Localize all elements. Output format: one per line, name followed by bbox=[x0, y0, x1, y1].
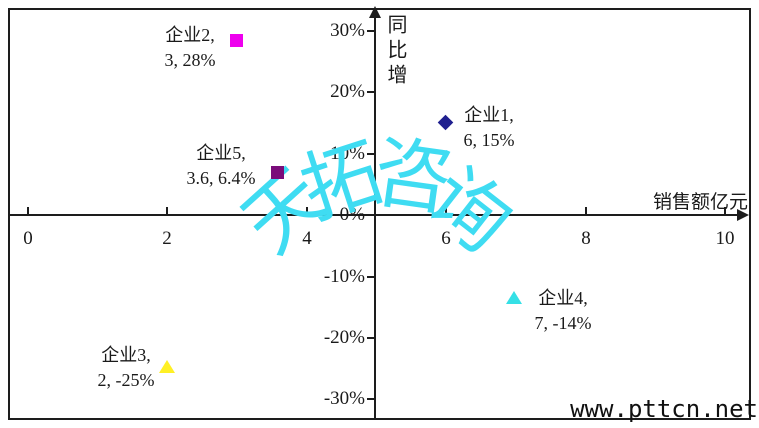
point-label-value: 3.6, 6.4% bbox=[186, 168, 256, 188]
point-label-value: 2, -25% bbox=[97, 370, 155, 390]
point-label-enterprise-1: 企业1, 6, 15% bbox=[429, 103, 549, 153]
x-tick-label: 10 bbox=[715, 228, 735, 249]
x-axis-line bbox=[8, 214, 739, 216]
y-axis-title: 同比增 bbox=[384, 14, 406, 89]
point-label-name: 企业2, bbox=[165, 25, 215, 45]
marker-enterprise-4 bbox=[506, 291, 522, 304]
marker-enterprise-5 bbox=[271, 166, 284, 179]
y-tick-label: 20% bbox=[330, 81, 365, 102]
x-tick-label: 2 bbox=[162, 228, 172, 249]
y-tick bbox=[367, 153, 375, 155]
point-label-enterprise-3: 企业3, 2, -25% bbox=[66, 343, 186, 393]
y-tick bbox=[367, 398, 375, 400]
x-tick bbox=[306, 207, 308, 215]
x-tick-label: 4 bbox=[302, 228, 312, 249]
y-tick-label: -20% bbox=[323, 327, 365, 348]
y-tick bbox=[367, 30, 375, 32]
y-tick-label: -30% bbox=[323, 388, 365, 409]
footer-site-url: www.pttcn.net bbox=[570, 395, 758, 423]
point-label-enterprise-4: 企业4, 7, -14% bbox=[498, 286, 628, 336]
x-tick-label: 6 bbox=[441, 228, 451, 249]
x-tick-label: 8 bbox=[581, 228, 591, 249]
point-label-name: 企业1, bbox=[464, 105, 514, 125]
x-tick bbox=[724, 207, 726, 215]
x-tick bbox=[27, 207, 29, 215]
y-axis-line bbox=[374, 16, 376, 420]
y-tick bbox=[367, 91, 375, 93]
y-tick bbox=[367, 337, 375, 339]
y-tick-label: 0% bbox=[339, 204, 365, 225]
point-label-enterprise-2: 企业2, 3, 28% bbox=[130, 23, 250, 73]
x-tick bbox=[445, 207, 447, 215]
point-label-value: 7, -14% bbox=[534, 313, 592, 333]
marker-enterprise-2 bbox=[230, 34, 243, 47]
point-label-enterprise-5: 企业5, 3.6, 6.4% bbox=[156, 141, 286, 191]
y-tick bbox=[367, 276, 375, 278]
y-tick-label: -10% bbox=[323, 266, 365, 287]
marker-enterprise-3 bbox=[159, 360, 175, 373]
x-axis-title: 销售额亿元 bbox=[652, 192, 748, 213]
point-label-value: 3, 28% bbox=[164, 50, 216, 70]
x-tick bbox=[585, 207, 587, 215]
y-tick-label: 30% bbox=[330, 20, 365, 41]
y-tick-label: 10% bbox=[330, 143, 365, 164]
y-axis-arrow-icon bbox=[369, 6, 381, 18]
point-label-name: 企业4, bbox=[538, 288, 588, 308]
point-label-name: 企业5, bbox=[196, 143, 246, 163]
x-tick bbox=[166, 207, 168, 215]
x-tick-label: 0 bbox=[23, 228, 33, 249]
point-label-name: 企业3, bbox=[101, 345, 151, 365]
x-axis-arrow-icon bbox=[737, 209, 749, 221]
point-label-value: 6, 15% bbox=[463, 130, 515, 150]
